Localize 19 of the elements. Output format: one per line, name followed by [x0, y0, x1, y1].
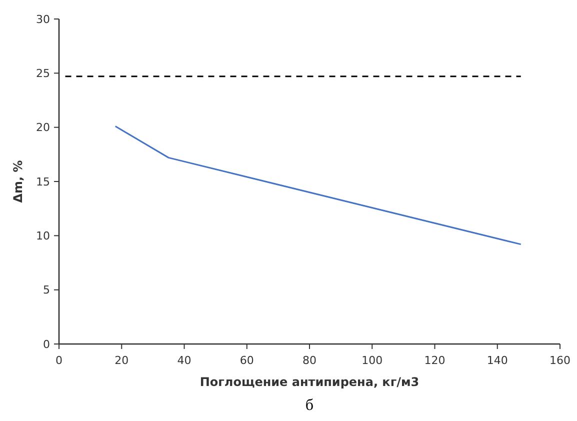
x-tick-label: 80	[302, 354, 316, 367]
x-tick-label: 140	[486, 354, 508, 367]
y-tick-label: 20	[36, 121, 50, 134]
x-tick-label: 20	[114, 354, 129, 367]
y-axis-title: Δm, %	[11, 160, 25, 203]
text: б	[305, 397, 314, 414]
y-tick-label: 5	[43, 284, 50, 297]
x-tick-label: 160	[550, 354, 570, 367]
y-tick-label: 0	[43, 338, 50, 351]
y-tick-label: 10	[36, 230, 50, 243]
x-axis-title: Поглощение антипирена, кг/м3	[200, 375, 420, 389]
y-tick-label: 25	[36, 67, 50, 80]
x-tick-label: 60	[240, 354, 254, 367]
x-tick-label: 40	[177, 354, 192, 367]
y-tick-label: 15	[36, 175, 50, 188]
x-tick-label: 0	[56, 354, 62, 367]
x-tick-label: 100	[362, 354, 383, 367]
y-tick-label: 30	[36, 12, 50, 26]
x-tick-label: 120	[424, 354, 446, 367]
